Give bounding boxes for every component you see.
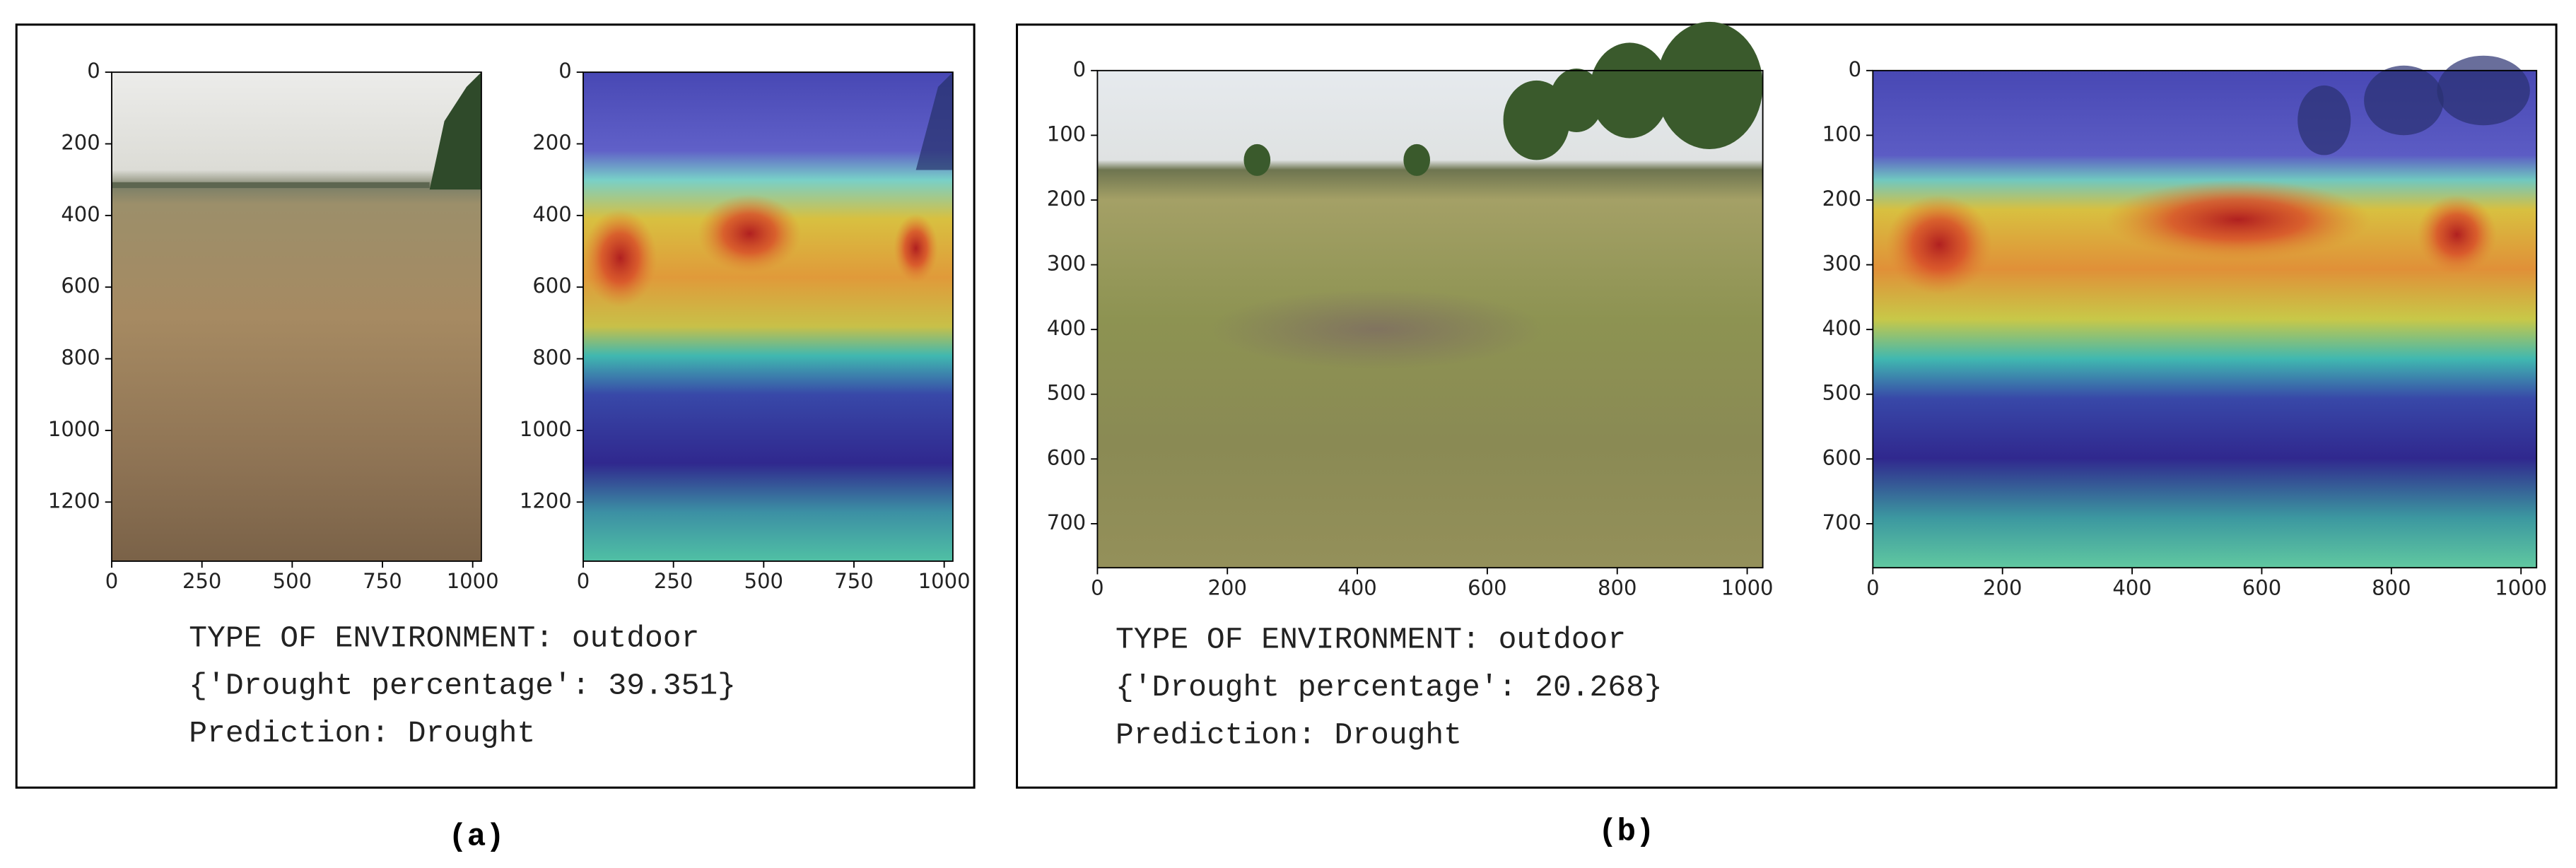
- x-tick-label: 0: [1866, 575, 1879, 599]
- patch: [1210, 289, 1544, 369]
- plot: 0 250 500 750 1000 0 200 400 600 800 1000 1200: [520, 59, 971, 593]
- panel-frame: [15, 23, 976, 789]
- y-tick-label: 700: [1047, 510, 1086, 534]
- y-tick-label: 1200: [520, 488, 572, 512]
- x-tick-label: 600: [2242, 575, 2281, 599]
- y-tick-label: 300: [1047, 252, 1086, 276]
- hot-spot: [698, 194, 802, 273]
- y-tick-label: 1200: [48, 488, 100, 512]
- x-tick-label: 200: [1208, 575, 1247, 599]
- hot-spot: [1886, 194, 1993, 295]
- y-tick-label: 200: [61, 131, 100, 155]
- output-line: Prediction: Drought: [1116, 717, 1462, 752]
- x-tick-label: 1000: [2495, 575, 2547, 599]
- plot: 0 200 400 600 800 1000 0 100 200 300 400 500 600 700: [1047, 21, 1774, 599]
- tree: [1656, 21, 1763, 149]
- output-line: {'Drought percentage': 39.351}: [189, 669, 736, 703]
- x-tick-label: 250: [654, 569, 693, 593]
- output-line: {'Drought percentage': 20.268}: [1116, 670, 1663, 705]
- image: [1873, 70, 2537, 568]
- y-tick-label: 0: [87, 59, 100, 83]
- tree-shadow: [2364, 65, 2444, 136]
- tree: [1550, 69, 1603, 133]
- image: [112, 72, 481, 561]
- tree-line: [429, 72, 481, 190]
- y-tick-label: 600: [1047, 445, 1086, 469]
- tree-shadow: [2297, 85, 2351, 156]
- x-tick-label: 1000: [447, 569, 499, 593]
- y-tick-label: 300: [1822, 252, 1861, 276]
- hot-spot: [583, 209, 657, 307]
- tree: [1589, 42, 1670, 139]
- tree: [1403, 143, 1431, 176]
- horizon: [112, 182, 430, 189]
- output-line: TYPE OF ENVIRONMENT: outdoor: [1116, 623, 1626, 657]
- y-tick-label: 600: [61, 274, 100, 298]
- x-tick-label: 500: [744, 569, 783, 593]
- y-tick-label: 200: [1047, 187, 1086, 211]
- image-frame: [111, 71, 482, 562]
- image: [583, 72, 953, 561]
- y-tick-label: 0: [1073, 57, 1086, 81]
- tree: [1243, 143, 1271, 176]
- y-tick-label: 0: [1849, 57, 1861, 81]
- x-tick-label: 0: [105, 569, 118, 593]
- hot-spot: [2417, 194, 2497, 275]
- x-tick-label: 0: [1091, 575, 1103, 599]
- y-tick-label: 1000: [48, 417, 100, 441]
- x-tick-label: 800: [1598, 575, 1637, 599]
- y-tick-label: 1000: [520, 417, 572, 441]
- plot: 0 250 500 750 1000 0 200 400 600 800 1000 1200: [48, 59, 499, 593]
- hot-spot: [894, 213, 938, 283]
- y-tick-label: 800: [61, 346, 100, 370]
- x-tick-label: 400: [1337, 575, 1376, 599]
- y-tick-label: 600: [532, 274, 571, 298]
- panel-caption: (a): [448, 820, 504, 855]
- image-frame: [582, 71, 954, 562]
- x-tick-label: 0: [577, 569, 590, 593]
- tree-shadow: [2437, 55, 2530, 126]
- x-tick-label: 200: [1983, 575, 2022, 599]
- y-tick-label: 200: [1822, 187, 1861, 211]
- x-tick-label: 400: [2112, 575, 2151, 599]
- x-tick-label: 800: [2372, 575, 2411, 599]
- tree-shadow: [915, 72, 953, 170]
- output-line: TYPE OF ENVIRONMENT: outdoor: [189, 621, 699, 655]
- y-tick-label: 100: [1047, 122, 1086, 146]
- x-tick-label: 500: [273, 569, 312, 593]
- plot: 0 200 400 600 800 1000 0 100 200 300 400 500 600 700: [1822, 55, 2547, 599]
- x-tick-label: 250: [182, 569, 221, 593]
- panel-caption: (b): [1598, 815, 1654, 850]
- image-frame: [1872, 69, 2538, 569]
- output-line: Prediction: Drought: [189, 716, 535, 751]
- y-tick-label: 500: [1822, 381, 1861, 405]
- y-tick-label: 400: [532, 202, 571, 226]
- x-tick-label: 750: [834, 569, 873, 593]
- y-tick-label: 0: [558, 59, 571, 83]
- y-tick-label: 700: [1822, 510, 1861, 534]
- y-tick-label: 800: [532, 346, 571, 370]
- y-tick-label: 100: [1822, 122, 1861, 146]
- y-tick-label: 200: [532, 131, 571, 155]
- y-tick-label: 500: [1047, 381, 1086, 405]
- y-tick-label: 400: [1047, 316, 1086, 340]
- x-tick-label: 600: [1468, 575, 1506, 599]
- x-tick-label: 1000: [918, 569, 971, 593]
- image-frame: [1096, 69, 1764, 569]
- x-tick-label: 750: [363, 569, 402, 593]
- x-tick-label: 1000: [1721, 575, 1774, 599]
- y-tick-label: 600: [1822, 445, 1861, 469]
- y-tick-label: 400: [61, 202, 100, 226]
- y-tick-label: 400: [1822, 316, 1861, 340]
- panel-frame: [1016, 23, 2558, 789]
- hot-spot: [2104, 180, 2371, 260]
